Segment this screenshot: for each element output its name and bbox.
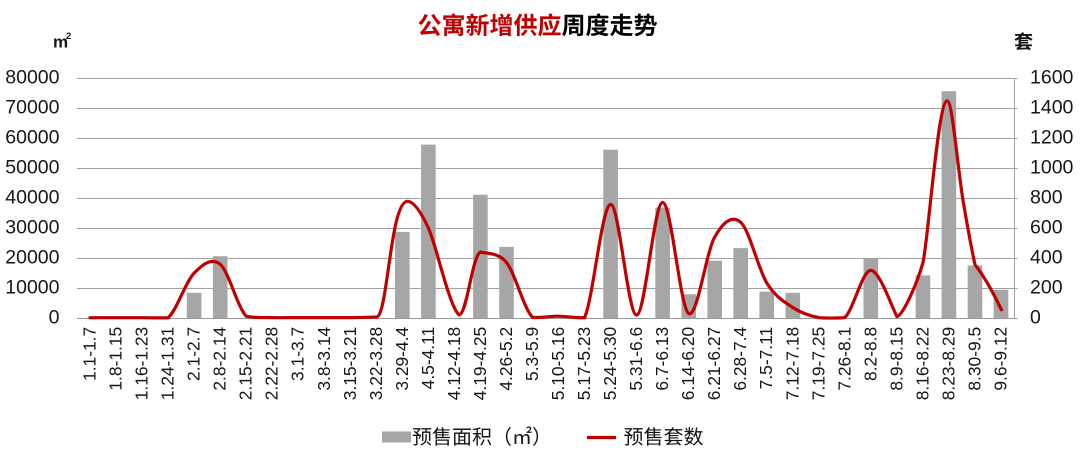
svg-text:1600: 1600: [1030, 67, 1074, 89]
svg-text:5.17-5.23: 5.17-5.23: [574, 327, 594, 401]
svg-text:3.8-3.14: 3.8-3.14: [314, 326, 334, 390]
svg-text:5.10-5.16: 5.10-5.16: [548, 327, 568, 401]
svg-text:70000: 70000: [5, 97, 59, 119]
svg-text:60000: 60000: [5, 127, 59, 149]
svg-text:5.31-6.6: 5.31-6.6: [626, 327, 646, 391]
svg-text:7.26-8.1: 7.26-8.1: [834, 327, 854, 391]
svg-text:5.3-5.9: 5.3-5.9: [522, 327, 542, 381]
svg-text:2.1-2.7: 2.1-2.7: [184, 327, 204, 381]
svg-text:8.16-8.22: 8.16-8.22: [912, 327, 932, 401]
svg-text:8.30-9.5: 8.30-9.5: [965, 327, 985, 391]
svg-text:m: m: [53, 33, 68, 52]
svg-text:7.12-7.18: 7.12-7.18: [782, 327, 802, 401]
svg-text:3.15-3.21: 3.15-3.21: [340, 327, 360, 401]
svg-text:6.28-7.4: 6.28-7.4: [730, 326, 750, 390]
svg-text:20000: 20000: [5, 247, 59, 269]
svg-text:1.8-1.15: 1.8-1.15: [106, 327, 126, 391]
svg-text:4.5-4.11: 4.5-4.11: [418, 327, 438, 390]
svg-text:7.5-7.11: 7.5-7.11: [756, 327, 776, 390]
svg-text:8.2-8.8: 8.2-8.8: [860, 327, 880, 381]
svg-text:1.16-1.23: 1.16-1.23: [132, 327, 152, 401]
svg-text:3.1-3.7: 3.1-3.7: [288, 327, 308, 381]
svg-text:7.19-7.25: 7.19-7.25: [808, 327, 828, 401]
svg-text:10000: 10000: [5, 277, 59, 299]
svg-text:2.22-2.28: 2.22-2.28: [262, 327, 282, 401]
svg-text:600: 600: [1030, 217, 1063, 239]
svg-text:1.24-1.31: 1.24-1.31: [158, 327, 178, 401]
svg-text:5.24-5.30: 5.24-5.30: [600, 327, 620, 401]
svg-text:400: 400: [1030, 247, 1063, 269]
svg-text:8.23-8.29: 8.23-8.29: [938, 327, 958, 401]
svg-text:1400: 1400: [1030, 97, 1074, 119]
svg-text:1000: 1000: [1030, 157, 1074, 179]
svg-text:2: 2: [66, 31, 71, 42]
svg-text:6.14-6.20: 6.14-6.20: [678, 327, 698, 401]
svg-text:1200: 1200: [1030, 127, 1074, 149]
svg-text:9.6-9.12: 9.6-9.12: [991, 327, 1011, 391]
svg-text:6.7-6.13: 6.7-6.13: [652, 327, 672, 391]
svg-text:4.12-4.18: 4.12-4.18: [444, 327, 464, 401]
svg-text:3.22-3.28: 3.22-3.28: [366, 327, 386, 401]
svg-text:80000: 80000: [5, 67, 59, 89]
svg-text:200: 200: [1030, 277, 1063, 299]
svg-text:0: 0: [1030, 307, 1041, 329]
svg-text:8.9-8.15: 8.9-8.15: [886, 327, 906, 391]
svg-text:1.1-1.7: 1.1-1.7: [80, 327, 100, 381]
svg-text:30000: 30000: [5, 217, 59, 239]
svg-text:50000: 50000: [5, 157, 59, 179]
svg-text:3.29-4.4: 3.29-4.4: [392, 326, 412, 390]
svg-text:6.21-6.27: 6.21-6.27: [704, 327, 724, 401]
svg-text:4.19-4.25: 4.19-4.25: [470, 327, 490, 401]
svg-text:40000: 40000: [5, 187, 59, 209]
svg-text:2.8-2.14: 2.8-2.14: [210, 326, 230, 390]
svg-text:0: 0: [49, 307, 60, 329]
svg-text:4.26-5.2: 4.26-5.2: [496, 327, 516, 391]
svg-text:800: 800: [1030, 187, 1063, 209]
svg-text:2.15-2.21: 2.15-2.21: [236, 327, 256, 401]
